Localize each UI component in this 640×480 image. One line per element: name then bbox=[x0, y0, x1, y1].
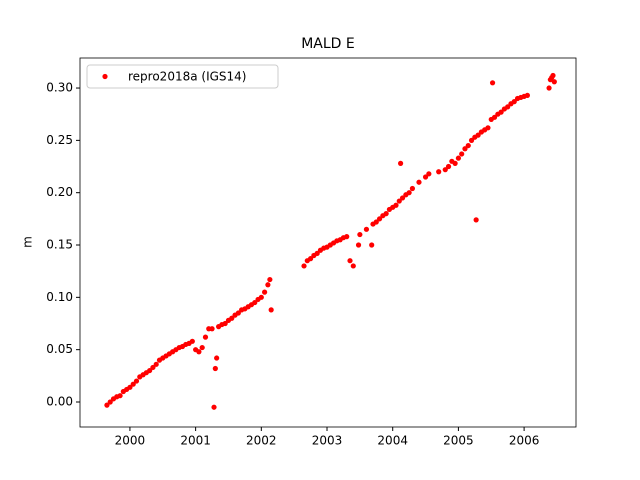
data-point bbox=[485, 125, 491, 131]
data-point bbox=[130, 381, 136, 387]
data-point bbox=[199, 344, 205, 351]
legend-marker bbox=[102, 73, 108, 80]
data-point bbox=[546, 85, 552, 91]
data-point bbox=[258, 294, 264, 300]
data-point bbox=[475, 132, 481, 138]
x-tick-label: 2003 bbox=[312, 434, 343, 448]
data-point bbox=[436, 169, 442, 175]
data-point bbox=[455, 155, 462, 161]
data-point bbox=[262, 289, 268, 295]
data-point bbox=[491, 114, 498, 120]
x-tick-label: 2006 bbox=[509, 434, 540, 448]
data-point bbox=[489, 80, 496, 86]
data-point bbox=[550, 72, 556, 79]
legend-label: repro2018a (IGS14) bbox=[128, 70, 246, 84]
data-point bbox=[252, 299, 258, 306]
data-point bbox=[202, 334, 209, 340]
data-point bbox=[524, 92, 530, 98]
data-point bbox=[127, 384, 133, 390]
x-tick-label: 2002 bbox=[246, 434, 277, 448]
data-point bbox=[462, 146, 468, 152]
data-point bbox=[551, 79, 557, 85]
data-point bbox=[229, 315, 235, 321]
data-point bbox=[209, 326, 215, 332]
data-point bbox=[416, 179, 422, 185]
chart-title: MALD E bbox=[301, 36, 355, 52]
data-point bbox=[465, 142, 471, 149]
y-axis-label: m bbox=[21, 236, 35, 248]
data-point bbox=[468, 137, 475, 143]
data-point bbox=[452, 160, 458, 166]
data-point bbox=[406, 190, 412, 196]
data-point bbox=[383, 211, 389, 217]
data-point bbox=[214, 355, 220, 361]
data-point bbox=[235, 310, 241, 316]
y-tick-label: 0.30 bbox=[46, 81, 73, 95]
data-point bbox=[426, 171, 432, 177]
data-point bbox=[445, 163, 452, 170]
data-point bbox=[459, 151, 465, 157]
data-point bbox=[153, 361, 159, 367]
data-point bbox=[505, 104, 511, 110]
y-tick-label: 0.15 bbox=[46, 238, 73, 252]
data-point bbox=[350, 263, 356, 269]
data-point bbox=[376, 216, 383, 222]
data-point bbox=[347, 258, 353, 264]
data-point bbox=[355, 242, 362, 248]
x-tick-label: 2000 bbox=[115, 434, 146, 448]
legend: repro2018a (IGS14) bbox=[86, 64, 279, 89]
y-tick-label: 0.25 bbox=[46, 133, 73, 147]
data-point bbox=[212, 365, 218, 372]
data-point bbox=[222, 320, 228, 327]
data-point bbox=[363, 226, 370, 232]
data-point bbox=[189, 338, 195, 344]
data-point bbox=[473, 217, 479, 223]
data-point bbox=[498, 109, 504, 115]
data-point bbox=[397, 160, 404, 166]
y-tick-label: 0.05 bbox=[46, 342, 73, 356]
x-tick-label: 2004 bbox=[377, 434, 408, 448]
data-point bbox=[314, 250, 320, 256]
data-point bbox=[196, 349, 202, 355]
data-point bbox=[268, 307, 274, 313]
x-tick-label: 2005 bbox=[443, 434, 474, 448]
data-point bbox=[307, 256, 314, 262]
data-point bbox=[373, 219, 379, 225]
data-point bbox=[344, 234, 350, 240]
y-tick-label: 0.10 bbox=[46, 290, 73, 304]
data-point bbox=[211, 404, 217, 410]
y-tick-label: 0.20 bbox=[46, 185, 73, 199]
x-tick-label: 2001 bbox=[180, 434, 211, 448]
data-point bbox=[150, 364, 156, 371]
data-point bbox=[104, 402, 110, 408]
data-point bbox=[357, 231, 363, 238]
legend-box bbox=[86, 64, 279, 89]
data-point bbox=[265, 282, 271, 288]
y-tick-label: 0.00 bbox=[46, 394, 73, 408]
data-point bbox=[133, 378, 140, 384]
data-point bbox=[369, 242, 375, 248]
data-point bbox=[442, 167, 448, 173]
plot-frame bbox=[79, 57, 577, 428]
data-point bbox=[511, 99, 517, 105]
data-point bbox=[399, 195, 406, 201]
data-point bbox=[409, 185, 416, 192]
data-point bbox=[267, 276, 273, 283]
data-point bbox=[107, 399, 113, 405]
data-point bbox=[422, 174, 429, 180]
data-point bbox=[147, 367, 153, 374]
data-point bbox=[396, 198, 402, 204]
data-point bbox=[301, 263, 307, 269]
data-point bbox=[117, 393, 123, 399]
data-point bbox=[393, 202, 399, 208]
